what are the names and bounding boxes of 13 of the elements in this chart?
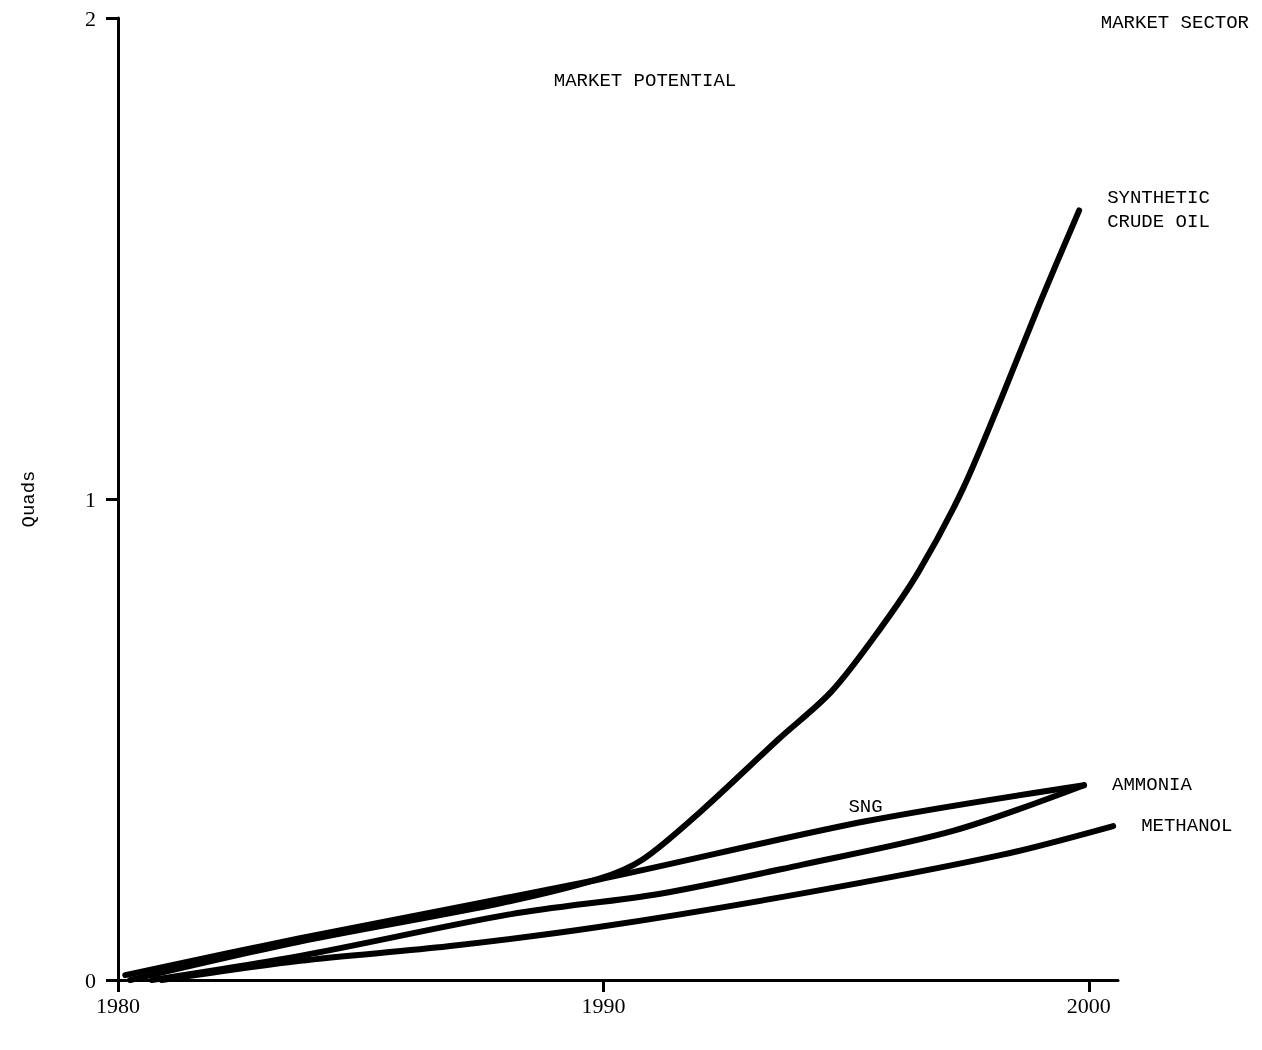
- series-label: AMMONIA: [1112, 774, 1193, 797]
- series-label: SYNTHETIC CRUDE OIL: [1107, 187, 1222, 234]
- y-tick-label: 0: [85, 967, 96, 993]
- x-tick-label: 2000: [1066, 992, 1111, 1018]
- text: MARKET POTENTIAL: [553, 69, 737, 92]
- x-tick-label: 1990: [581, 992, 626, 1018]
- x-tick-label: 1980: [96, 992, 140, 1018]
- text: MARKET SECTOR: [1100, 11, 1250, 34]
- y-axis-title: Quads: [17, 470, 40, 528]
- series-label: SNG: [848, 795, 883, 818]
- y-tick-label: 1: [85, 486, 96, 512]
- y-tick-label: 2: [85, 5, 96, 31]
- series-label: METHANOL: [1141, 815, 1233, 838]
